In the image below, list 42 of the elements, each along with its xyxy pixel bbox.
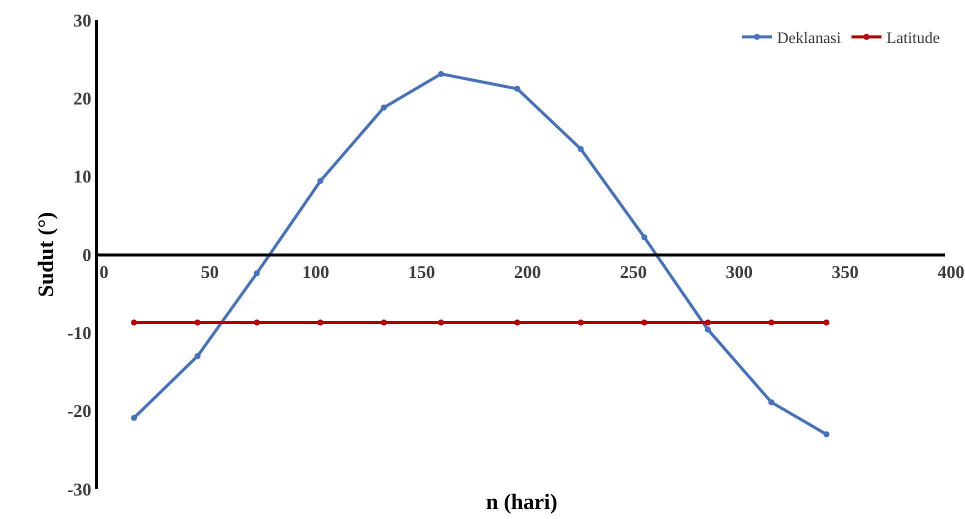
point	[578, 320, 584, 326]
point	[768, 399, 774, 406]
y-axis-title: Sudut (°)	[33, 212, 58, 298]
point	[380, 104, 387, 111]
x-tick-label: 250	[620, 262, 647, 282]
point	[317, 320, 324, 326]
point	[641, 234, 648, 240]
y-tick-label: 10	[73, 166, 92, 187]
legend-label: Latitude	[886, 30, 940, 48]
y-tick-label: -30	[67, 479, 92, 500]
point	[514, 320, 520, 326]
x-tick-label: 400	[938, 262, 964, 282]
point	[317, 178, 324, 184]
x-tick-label: 350	[832, 262, 859, 282]
y-tick-label: -10	[67, 322, 92, 343]
x-tick-label: 50	[200, 262, 219, 282]
x-axis-title: n (hari)	[486, 489, 558, 514]
y-tick-label: 20	[73, 88, 92, 108]
point	[254, 320, 260, 326]
point	[768, 320, 774, 326]
y-tick-label: 0	[82, 244, 92, 265]
x-tick-label: 200	[514, 262, 541, 282]
x-tick-label: 100	[302, 262, 330, 282]
legend-label: Deklanasi	[777, 30, 842, 48]
x-tick-label: 300	[726, 262, 753, 282]
point	[704, 326, 711, 333]
x-tick-label: 0	[100, 262, 108, 282]
point	[131, 414, 137, 421]
point	[131, 320, 137, 326]
point	[194, 353, 201, 360]
point	[823, 320, 830, 326]
y-tick-label: 30	[73, 10, 92, 30]
point	[578, 146, 584, 152]
point	[254, 270, 260, 276]
x-tick-label: 150	[408, 262, 436, 282]
point	[641, 320, 648, 326]
y-tick-label: -20	[67, 401, 92, 422]
point	[823, 431, 830, 438]
point	[514, 86, 520, 92]
point	[704, 320, 711, 326]
point	[438, 70, 444, 77]
point	[380, 320, 387, 326]
